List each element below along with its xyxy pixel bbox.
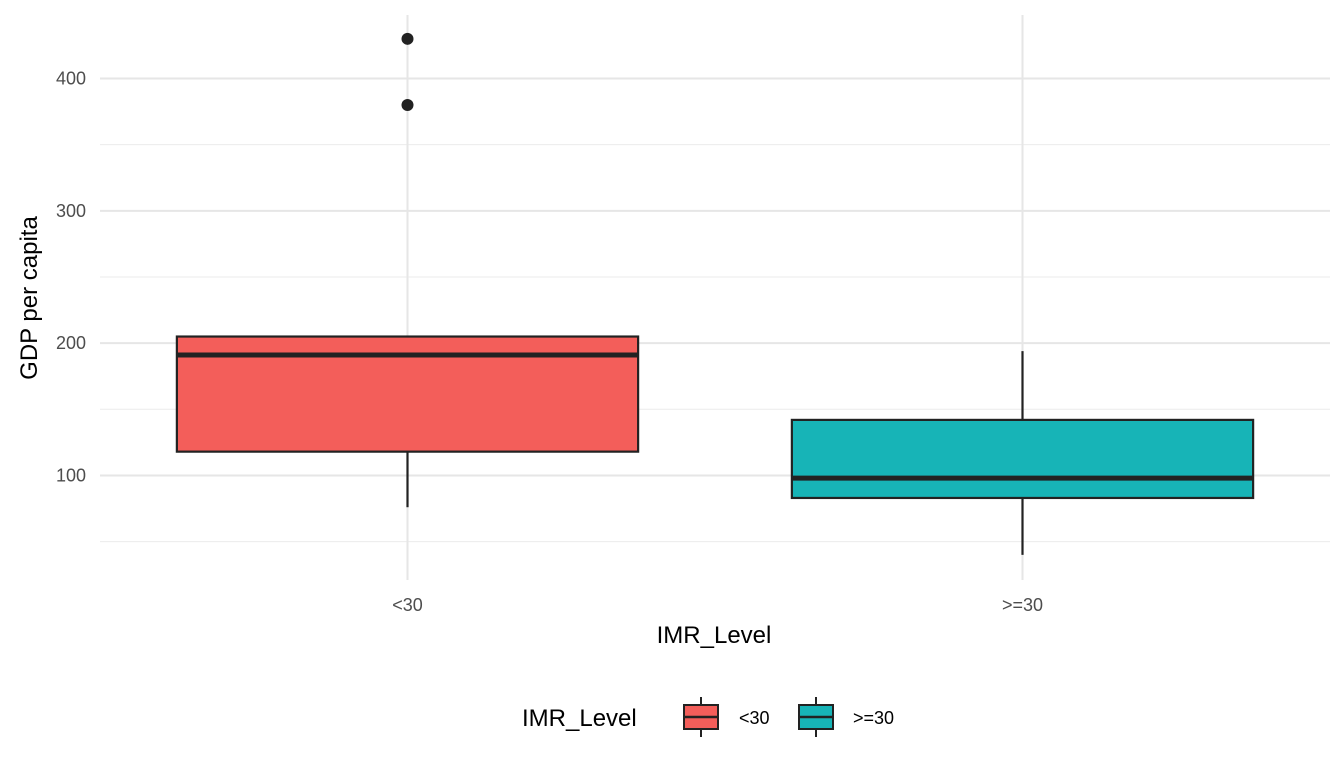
x-axis-ticks: <30 >=30 — [392, 595, 1043, 615]
x-axis-title: IMR_Level — [657, 622, 772, 649]
x-tick-label: <30 — [392, 595, 423, 615]
legend-keys: <30 >=30 — [683, 697, 894, 737]
legend-title: IMR_Level — [522, 705, 637, 732]
y-tick-label: 200 — [56, 333, 86, 353]
y-axis-title: GDP per capita — [16, 216, 43, 380]
legend: IMR_Level <30 >=30 — [522, 697, 894, 737]
x-tick-label: >=30 — [1002, 595, 1043, 615]
y-tick-label: 400 — [56, 69, 86, 89]
outlier-point — [401, 98, 414, 111]
box — [790, 418, 1255, 500]
y-tick-label: 300 — [56, 201, 86, 221]
outlier-point — [401, 32, 414, 45]
boxes-layer — [175, 32, 1255, 555]
legend-entry-label: >=30 — [853, 708, 894, 728]
y-tick-label: 100 — [56, 465, 86, 485]
legend-entry-label: <30 — [739, 708, 770, 728]
box-group-0 — [175, 32, 640, 508]
box-group-1 — [790, 351, 1255, 555]
y-axis-ticks: 100 200 300 400 — [56, 69, 86, 486]
